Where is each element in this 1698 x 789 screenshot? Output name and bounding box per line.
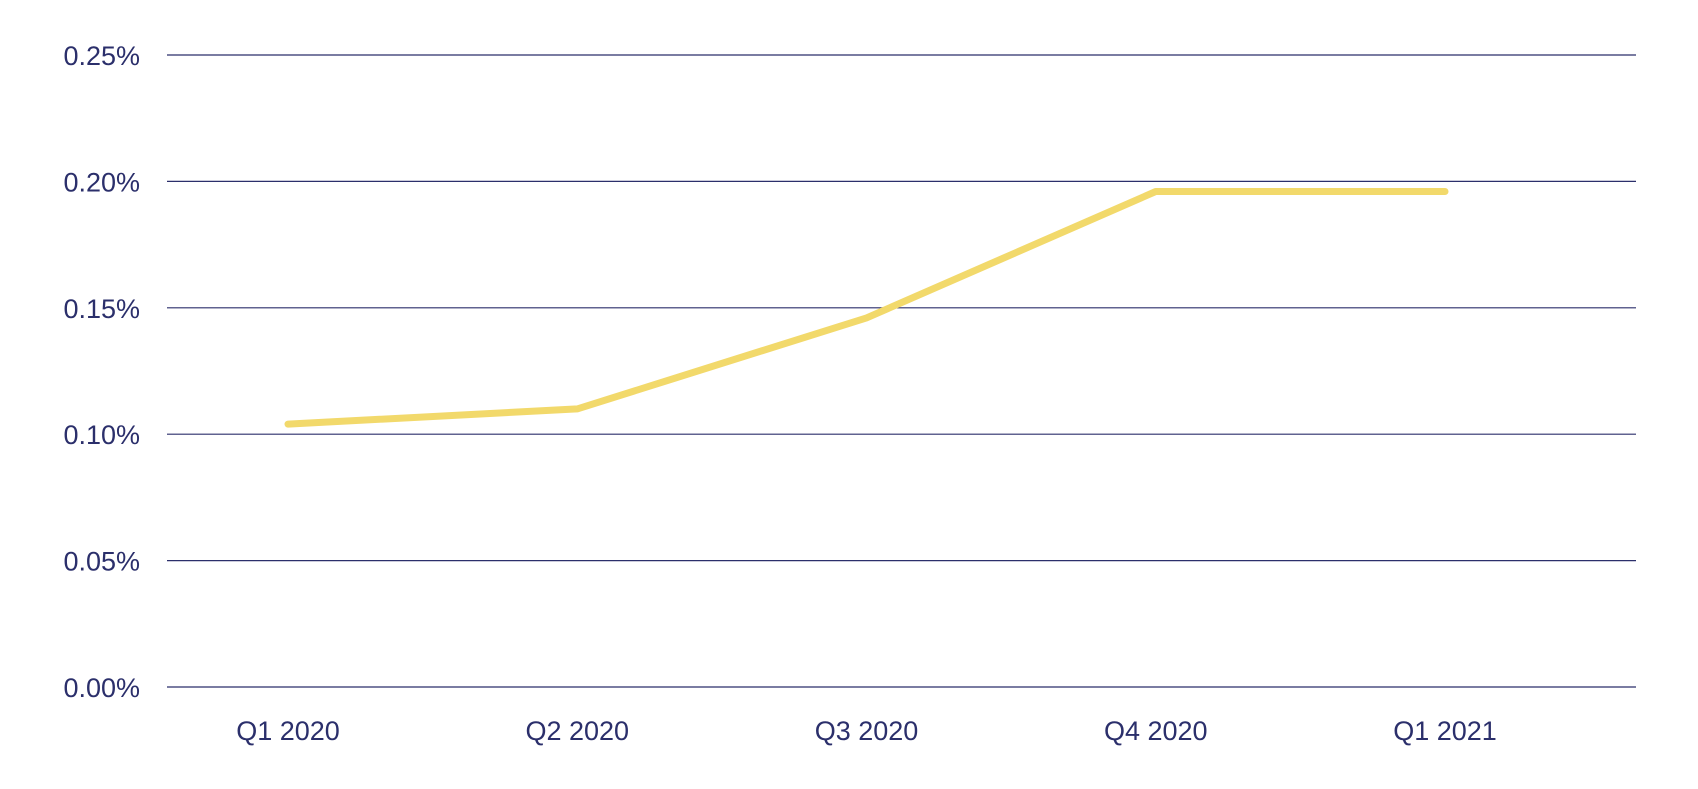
x-tick-label: Q4 2020 xyxy=(1104,716,1208,746)
y-tick-label: 0.05% xyxy=(63,547,140,577)
y-tick-label: 0.10% xyxy=(63,420,140,450)
x-tick-label: Q3 2020 xyxy=(815,716,919,746)
series-lines xyxy=(284,188,1449,428)
gridlines xyxy=(167,54,1636,688)
x-tick-label: Q1 2021 xyxy=(1393,716,1497,746)
y-tick-label: 0.15% xyxy=(63,294,140,324)
x-tick-label: Q2 2020 xyxy=(525,716,629,746)
x-axis-tick-labels: Q1 2020 Q2 2020 Q3 2020 Q4 2020 Q1 2021 xyxy=(236,716,1497,746)
y-axis-tick-labels: 0.00% 0.05% 0.10% 0.15% 0.20% 0.25% xyxy=(63,41,140,703)
series-line xyxy=(284,188,1449,428)
y-tick-label: 0.00% xyxy=(63,673,140,703)
y-tick-label: 0.20% xyxy=(63,167,140,197)
x-tick-label: Q1 2020 xyxy=(236,716,340,746)
y-tick-label: 0.25% xyxy=(63,41,140,71)
